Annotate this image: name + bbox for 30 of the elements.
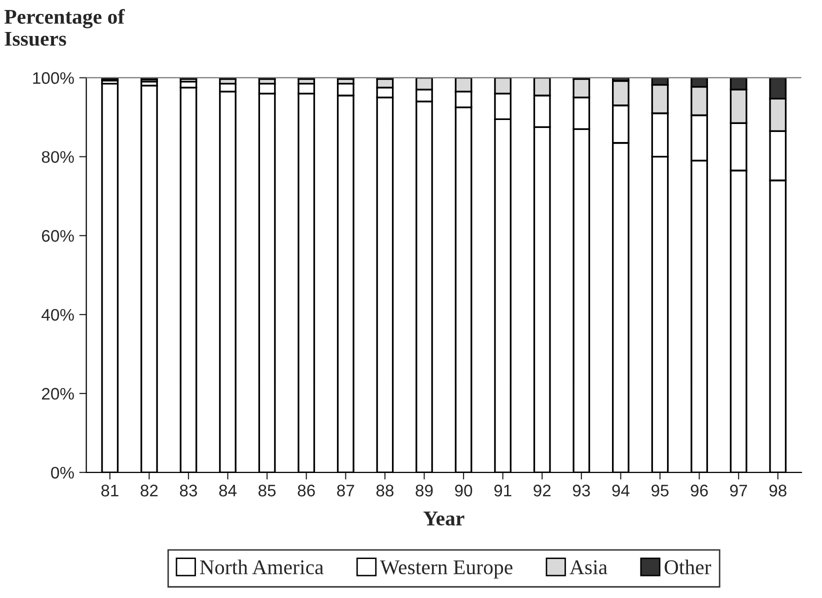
y-tick-label: 100% [33,72,74,84]
x-tick-label: 90 [455,484,472,496]
x-tick-label: 87 [337,484,354,496]
x-tick-label: 95 [652,484,669,496]
y-tick-label: 80% [42,151,74,163]
x-tick-label: 93 [572,484,590,496]
x-tick-label: 92 [534,484,551,496]
x-tick-label: 97 [730,484,748,496]
legend-label: Western Europe [380,560,512,579]
legend-label: Asia [570,560,608,574]
x-tick-label: 84 [219,484,237,496]
y-tick-label: 0% [51,466,74,479]
x-tick-label: 81 [101,484,118,496]
legend-label: Other [664,560,712,574]
y-tick-label: 40% [42,308,74,321]
y-tick-label: 60% [42,230,74,242]
x-tick-label: 98 [769,484,786,496]
x-tick-label: 85 [258,484,276,496]
x-tick-label: 94 [612,484,630,496]
y-axis-title: Percentage of Issuers [4,8,125,46]
x-axis-title: Year [423,512,464,526]
x-tick-label: 88 [376,484,394,496]
legend-label: North America [200,560,324,574]
x-tick-label: 89 [416,484,433,496]
x-tick-label: 91 [494,484,512,496]
x-tick-label: 83 [180,484,198,496]
y-tick-label: 20% [42,388,74,400]
x-tick-label: 86 [298,484,315,496]
x-tick-label: 96 [690,484,708,496]
x-tick-label: 82 [140,484,158,496]
